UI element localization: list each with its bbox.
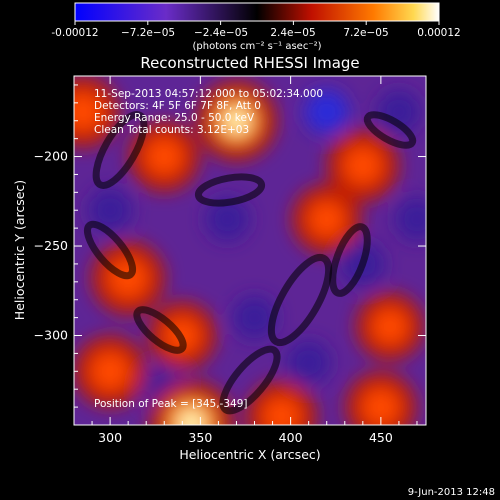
dark-band	[267, 253, 333, 347]
x-tick-label: 450	[369, 430, 393, 445]
dark-band	[133, 306, 187, 354]
colorbar-tick-label: 2.4e−05	[270, 27, 315, 39]
x-axis-label: Heliocentric X (arcsec)	[179, 447, 320, 462]
colorbar-units: (photons cm⁻² s⁻¹ asec⁻²)	[192, 41, 321, 52]
hot-spot	[74, 92, 103, 132]
dark-band	[92, 111, 148, 189]
cold-spot	[232, 295, 277, 340]
y-tick-label: −300	[34, 328, 68, 343]
hot-spot-core	[225, 109, 248, 132]
annotation-time-range: 11-Sep-2013 04:57:12.000 to 05:02:34.000	[94, 88, 323, 100]
dark-band	[329, 223, 371, 297]
hot-spot-core	[179, 411, 204, 425]
x-tick-label: 300	[98, 430, 122, 445]
dark-band	[219, 345, 281, 415]
peak-position-label: Position of Peak = [345,-349]	[94, 398, 248, 410]
cold-spot	[286, 340, 331, 385]
hot-spot	[308, 200, 346, 238]
dark-band	[363, 111, 417, 149]
colorbar-tick-label: 7.2e−05	[343, 27, 388, 39]
y-tick-label: −250	[34, 238, 68, 253]
x-tick-label: 350	[188, 430, 212, 445]
cold-spot	[88, 188, 133, 233]
hot-spot	[371, 308, 408, 345]
y-tick-label: −200	[34, 149, 68, 164]
colorbar-ticks	[74, 21, 440, 25]
y-axis-label: Heliocentric Y (arcsec)	[12, 180, 27, 320]
hot-spot	[145, 137, 184, 176]
colorbar: -0.00012 −7.2e−05 −2.4e−05 2.4e−05 7.2e−…	[51, 2, 461, 52]
annotation-energy: Energy Range: 25.0 - 50.0 keV	[94, 112, 255, 124]
plot-frame	[73, 75, 427, 426]
cold-spot	[304, 89, 349, 134]
colorbar-tick-label: -0.00012	[51, 27, 98, 39]
ring-pattern	[83, 111, 417, 415]
dark-band	[83, 220, 137, 280]
plot-area	[74, 76, 426, 425]
colorbar-tick-label: −2.4e−05	[194, 27, 248, 39]
hot-spot	[343, 146, 383, 185]
cold-spot	[205, 197, 250, 242]
chart-title: Reconstructed RHESSI Image	[140, 54, 359, 72]
colorbar-gradient	[74, 2, 440, 22]
colorbar-tick-label: 0.00012	[417, 27, 460, 39]
footer-date: 9-Jun-2013 12:48	[408, 487, 495, 498]
hot-spot	[90, 351, 130, 391]
axis-ticks: 300 350 400 450 −200 −250 −300	[34, 76, 426, 445]
intensity-field	[74, 76, 426, 425]
x-tick-label: 400	[279, 430, 303, 445]
annotation-detectors: Detectors: 4F 5F 6F 7F 8F, Att 0	[94, 100, 261, 112]
hot-spot	[361, 388, 400, 425]
colorbar-tick-label: −7.2e−05	[121, 27, 175, 39]
cold-spot	[394, 197, 426, 242]
dark-band	[194, 173, 266, 207]
annotation-clean: Clean Total counts: 3.12E+03	[94, 124, 249, 136]
cold-spot	[376, 89, 421, 134]
